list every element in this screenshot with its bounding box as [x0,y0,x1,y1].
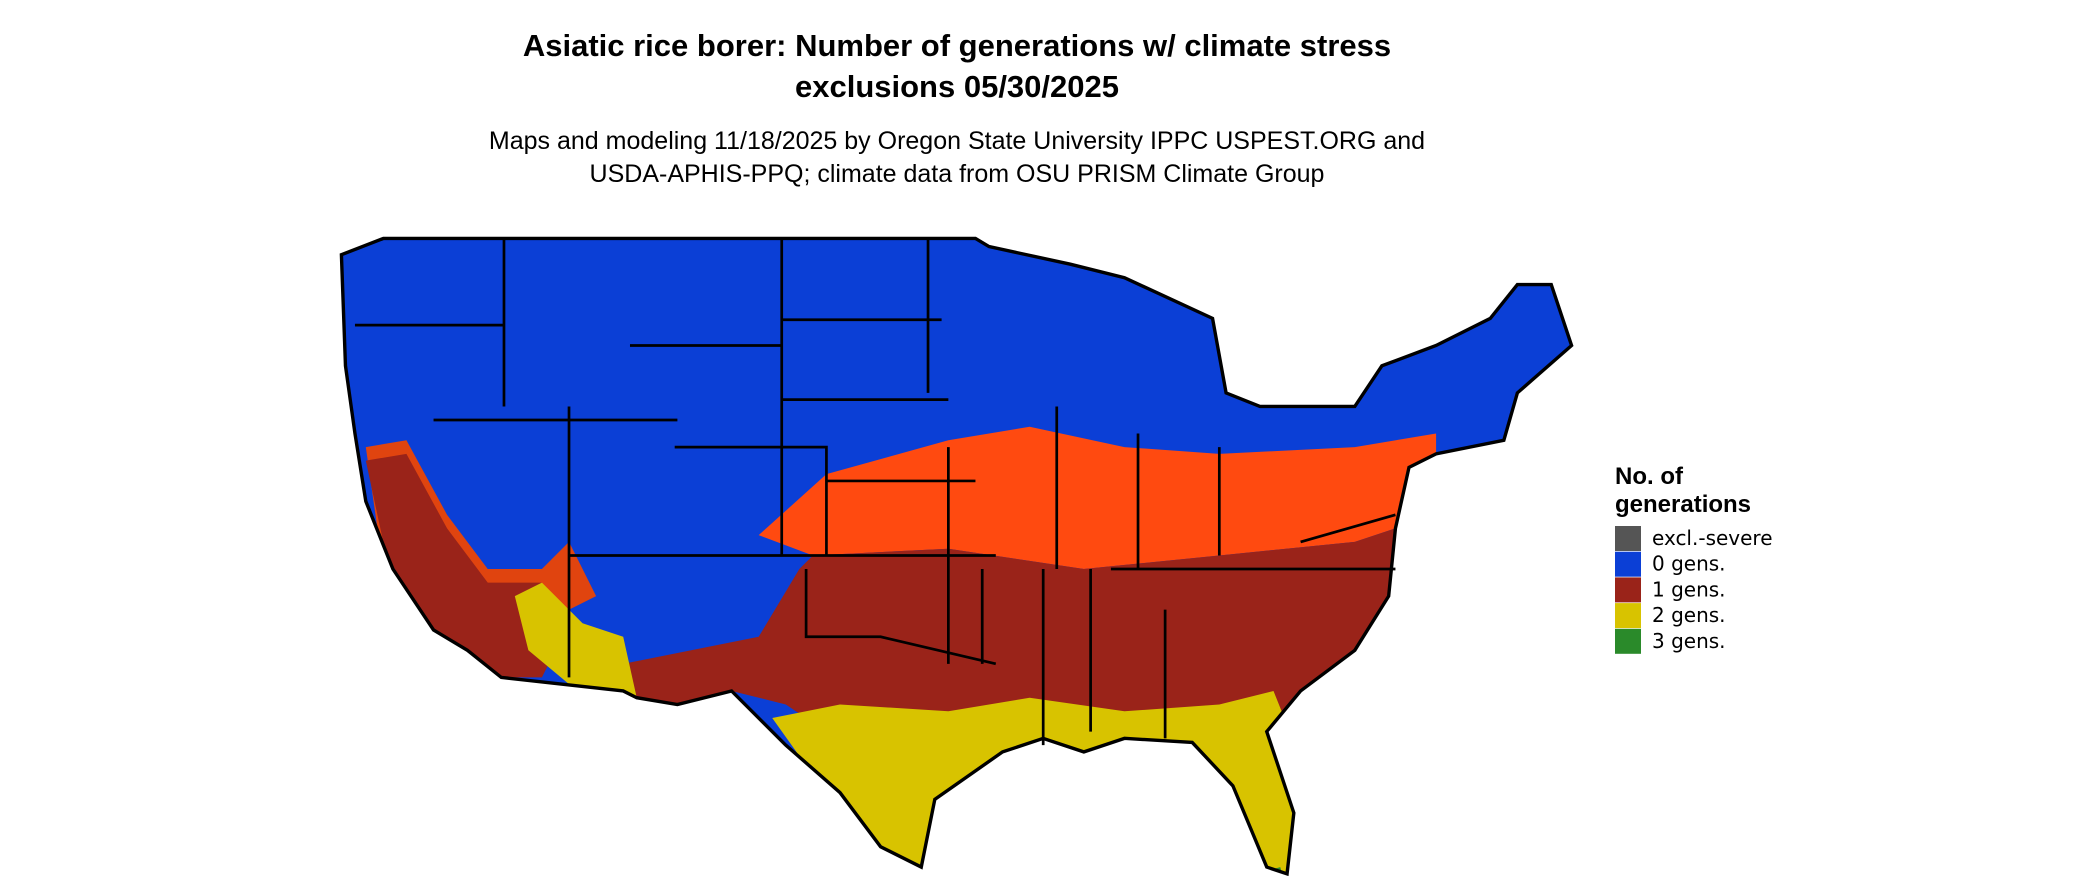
legend-label: 3 gens. [1652,629,1726,653]
us-map [339,236,1574,877]
region-2-gens [514,582,637,698]
legend-label: 0 gens. [1652,552,1726,576]
legend-label: 2 gens. [1652,603,1726,627]
legend-swatch [1615,603,1641,629]
legend-label: excl.-severe [1652,526,1773,550]
legend-title: No. of [1615,463,1684,490]
title-line: Asiatic rice borer: Number of generation… [523,28,1391,63]
region-transition [758,426,1437,570]
subtitle-line: Maps and modeling 11/18/2025 by Oregon S… [489,127,1425,155]
us-outline [339,236,1574,877]
state-borders [354,238,1396,746]
legend-swatch [1615,628,1641,654]
legend-label: 1 gens. [1652,577,1726,601]
legend-title: generations [1615,491,1751,518]
region-2-gens [772,690,1301,874]
legend-swatch [1615,577,1641,603]
title-line: exclusions 05/30/2025 [795,69,1119,104]
legend-swatch [1615,526,1641,551]
subtitle-line: USDA-APHIS-PPQ; climate data from OSU PR… [590,160,1325,188]
legend-swatch [1615,551,1641,577]
region-1-gens [365,453,556,678]
